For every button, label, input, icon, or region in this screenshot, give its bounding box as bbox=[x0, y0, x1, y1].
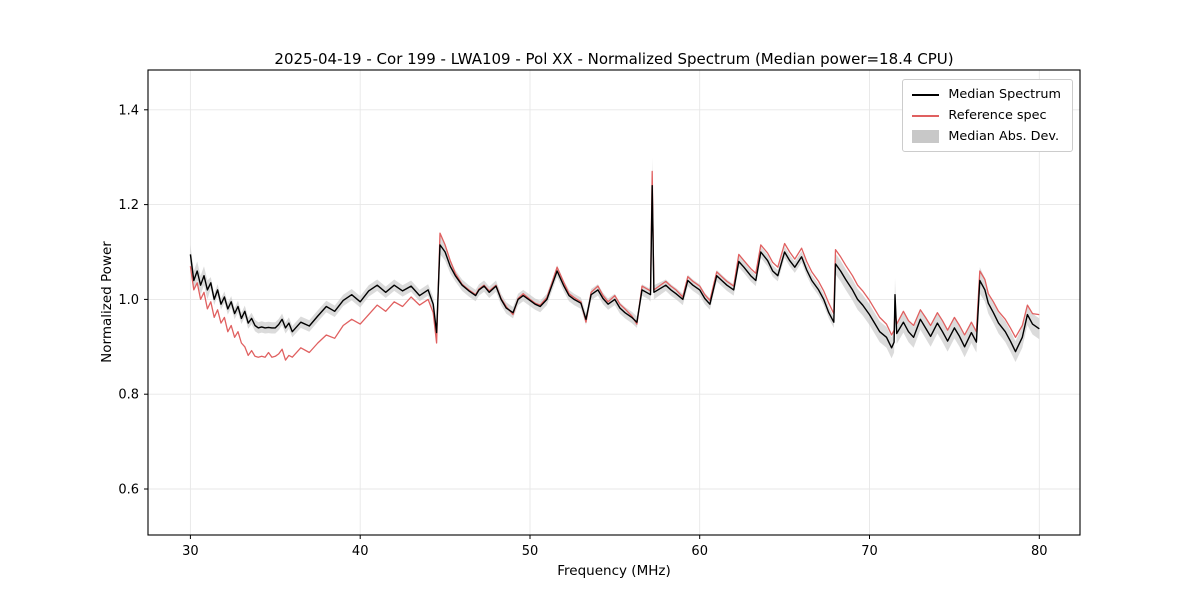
y-axis-label: Normalized Power bbox=[99, 241, 115, 363]
x-tick-label: 30 bbox=[182, 544, 199, 559]
legend-label-mad: Median Abs. Dev. bbox=[948, 129, 1060, 144]
y-tick-label: 0.8 bbox=[118, 388, 139, 403]
axes-border bbox=[147, 69, 1081, 536]
y-tick-label: 1.4 bbox=[118, 103, 139, 118]
legend-item-median: Median Spectrum bbox=[912, 87, 1061, 102]
reference-line-swatch bbox=[912, 114, 940, 117]
legend-item-mad: Median Abs. Dev. bbox=[912, 129, 1061, 144]
legend-label-reference: Reference spec bbox=[948, 108, 1047, 123]
x-tick-label: 70 bbox=[861, 544, 878, 559]
x-tick-label: 40 bbox=[352, 544, 369, 559]
y-tick-label: 1.0 bbox=[118, 293, 139, 308]
legend-item-reference: Reference spec bbox=[912, 108, 1061, 123]
x-tick-label: 60 bbox=[691, 544, 708, 559]
mad-patch-swatch bbox=[912, 130, 940, 143]
legend: Median Spectrum Reference spec Median Ab… bbox=[902, 79, 1073, 152]
median-line bbox=[189, 185, 1040, 353]
median-line-swatch bbox=[912, 93, 940, 96]
x-tick-label: 80 bbox=[1031, 544, 1048, 559]
mad-band bbox=[190, 157, 1040, 362]
x-axis-label: Frequency (MHz) bbox=[557, 563, 671, 579]
y-tick-label: 0.6 bbox=[118, 483, 139, 498]
legend-label-median: Median Spectrum bbox=[948, 87, 1061, 102]
page-title: 2025-04-19 - Cor 199 - LWA109 - Pol XX -… bbox=[274, 50, 954, 68]
tick-marks: 30 40 50 60 70 80 0.6 0.8 1.0 1.2 1.4 bbox=[118, 103, 1047, 559]
x-tick-label: 50 bbox=[522, 544, 539, 559]
y-tick-label: 1.2 bbox=[118, 198, 139, 213]
